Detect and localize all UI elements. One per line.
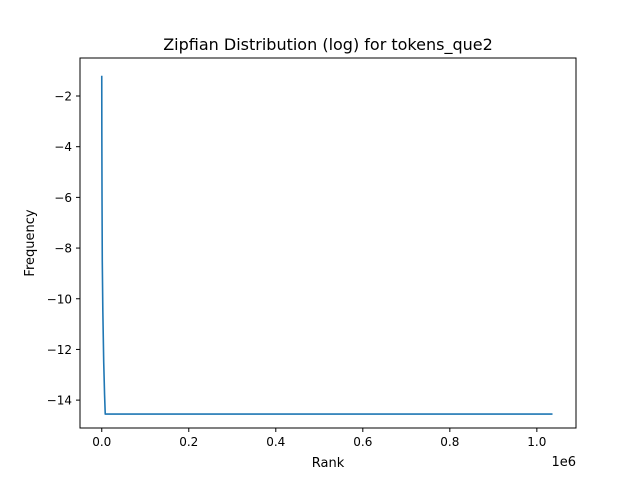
y-tick-label: −6 xyxy=(54,191,72,205)
x-tick-label: 0.4 xyxy=(266,435,285,449)
x-tick-label: 0.0 xyxy=(92,435,111,449)
series-line-0 xyxy=(100,75,553,415)
y-tick-label: −12 xyxy=(47,343,72,357)
x-axis-label: Rank xyxy=(312,456,345,471)
y-tick-label: −8 xyxy=(54,242,72,256)
y-axis-label: Frequency xyxy=(23,209,38,276)
x-tick-label: 0.2 xyxy=(179,435,198,449)
series-layer xyxy=(100,75,553,415)
chart-title: Zipfian Distribution (log) for tokens_qu… xyxy=(163,35,493,55)
y-tick-label: −10 xyxy=(47,292,72,306)
x-axis-ticks: 0.0 0.2 0.4 0.6 0.8 1.0 xyxy=(92,428,546,449)
y-tick-label: −14 xyxy=(47,394,72,408)
x-tick-label: 0.6 xyxy=(353,435,372,449)
y-axis-ticks: −2 −4 −6 −8 −10 −12 −14 xyxy=(47,90,80,408)
x-tick-label: 1.0 xyxy=(527,435,546,449)
y-tick-label: −4 xyxy=(54,140,72,154)
x-tick-label: 0.8 xyxy=(440,435,459,449)
plot-frame xyxy=(79,57,577,429)
x-axis-scale-label: 1e6 xyxy=(551,455,576,470)
y-tick-label: −2 xyxy=(54,90,72,104)
